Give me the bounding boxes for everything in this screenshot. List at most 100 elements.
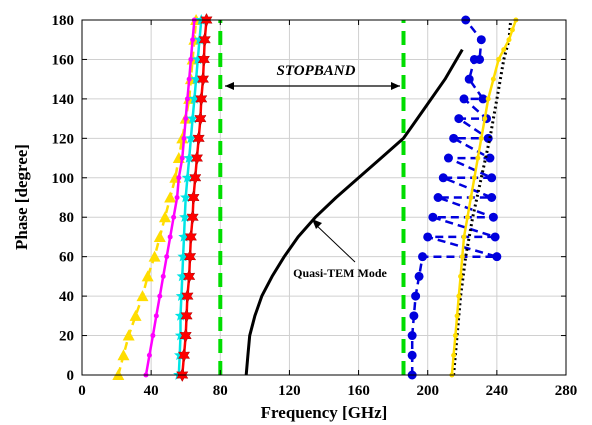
x-tick-label: 80 — [213, 383, 228, 399]
data-point-hexagram — [187, 190, 200, 205]
data-point-dot — [183, 116, 189, 122]
data-point-hexagram — [183, 249, 197, 264]
data-point-dot — [461, 234, 467, 240]
data-point-triangle — [122, 329, 135, 341]
data-point-dot — [458, 273, 464, 279]
series-line — [244, 48, 464, 376]
data-point-hexagram — [198, 32, 211, 47]
data-point-dot — [174, 195, 180, 200]
data-point-triangle — [158, 211, 171, 223]
data-point-circle — [492, 252, 502, 262]
stopband-label: STOPBAND — [277, 63, 356, 79]
data-point-dot — [160, 273, 166, 279]
series-red-3 — [176, 12, 213, 383]
data-point-circle — [443, 153, 453, 163]
data-point-circle — [438, 173, 448, 183]
data-point-circle — [411, 291, 421, 301]
data-point-circle — [418, 252, 428, 262]
data-point-circle — [488, 212, 498, 222]
data-point-circle — [475, 54, 485, 64]
data-point-dot — [171, 214, 177, 220]
series-black-8 — [452, 19, 513, 376]
data-point-circle — [414, 271, 424, 281]
data-point-dot — [146, 352, 152, 358]
y-tick-label: 180 — [52, 13, 75, 29]
y-tick-label: 140 — [52, 92, 75, 108]
data-point-hexagram — [179, 328, 192, 343]
x-tick-label: 160 — [347, 383, 370, 399]
data-point-star — [188, 92, 201, 104]
stopband-arrow-right-head — [391, 82, 400, 90]
data-point-hexagram — [195, 91, 208, 106]
data-point-circle — [485, 153, 495, 163]
data-point-star — [179, 211, 191, 223]
quasi-tem-label: Quasi-TEM Mode — [293, 266, 387, 280]
data-point-circle — [407, 331, 417, 341]
data-point-star — [180, 191, 192, 203]
y-axis-label: Phase [degree] — [12, 144, 31, 250]
data-point-triangle — [153, 230, 166, 242]
data-point-dot — [475, 155, 481, 161]
series-black-6 — [244, 48, 464, 376]
data-point-dot — [167, 234, 173, 240]
data-point-hexagram — [196, 72, 210, 87]
data-point-hexagram — [177, 348, 191, 363]
data-point-dot — [452, 333, 458, 339]
x-tick-label: 200 — [416, 383, 439, 399]
x-tick-label: 0 — [78, 383, 86, 399]
data-point-star — [183, 152, 195, 163]
data-point-triangle — [141, 270, 154, 282]
data-point-dot — [176, 175, 182, 181]
data-point-circle — [423, 232, 433, 242]
data-point-dot — [179, 155, 185, 161]
data-point-star — [176, 270, 188, 282]
data-point-star — [192, 53, 204, 65]
data-point-star — [190, 73, 202, 84]
data-point-dot — [482, 116, 488, 122]
data-point-dot — [471, 175, 477, 181]
quasi-tem-arrow-head — [312, 219, 322, 229]
data-point-circle — [487, 173, 497, 183]
data-point-dot — [190, 37, 196, 43]
data-point-dot — [186, 76, 192, 82]
series-line — [452, 19, 513, 376]
data-point-hexagram — [183, 269, 196, 284]
x-tick-label: 120 — [278, 383, 301, 399]
data-point-dot — [464, 214, 470, 220]
x-tick-label: 40 — [144, 383, 159, 399]
x-tick-label: 280 — [555, 383, 578, 399]
data-point-dot — [459, 254, 465, 260]
data-point-dot — [153, 313, 159, 319]
data-point-circle — [487, 193, 497, 202]
data-point-hexagram — [181, 289, 194, 304]
data-point-circle — [454, 114, 464, 124]
annotations: STOPBAND Quasi-TEM Mode — [225, 63, 400, 280]
y-tick-label: 40 — [59, 289, 74, 305]
y-tick-label: 160 — [52, 52, 75, 68]
data-point-dot — [451, 352, 457, 358]
data-point-circle — [449, 133, 459, 143]
data-point-circle — [433, 193, 443, 202]
data-point-hexagram — [184, 229, 197, 244]
x-axis-label: Frequency [GHz] — [261, 403, 388, 422]
data-point-triangle — [117, 349, 130, 361]
data-point-hexagram — [194, 111, 207, 126]
data-point-dot — [478, 135, 484, 141]
data-point-star — [174, 349, 186, 361]
y-tick-label: 80 — [59, 210, 74, 226]
data-point-dot — [150, 333, 156, 339]
data-point-hexagram — [190, 151, 204, 166]
data-point-triangle — [164, 191, 177, 203]
data-point-triangle — [148, 250, 161, 262]
data-point-triangle — [136, 290, 149, 302]
data-point-dot — [501, 47, 507, 53]
data-point-dot — [506, 37, 512, 43]
plot-frame — [81, 19, 567, 376]
data-point-triangle — [129, 309, 142, 321]
data-point-star — [177, 250, 189, 262]
series-yellow-9 — [449, 17, 519, 378]
data-point-star — [185, 132, 197, 144]
data-point-hexagram — [189, 170, 202, 185]
data-point-dot — [157, 293, 163, 299]
